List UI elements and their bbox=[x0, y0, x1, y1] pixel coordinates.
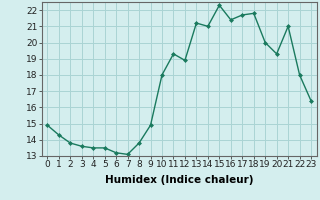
X-axis label: Humidex (Indice chaleur): Humidex (Indice chaleur) bbox=[105, 175, 253, 185]
